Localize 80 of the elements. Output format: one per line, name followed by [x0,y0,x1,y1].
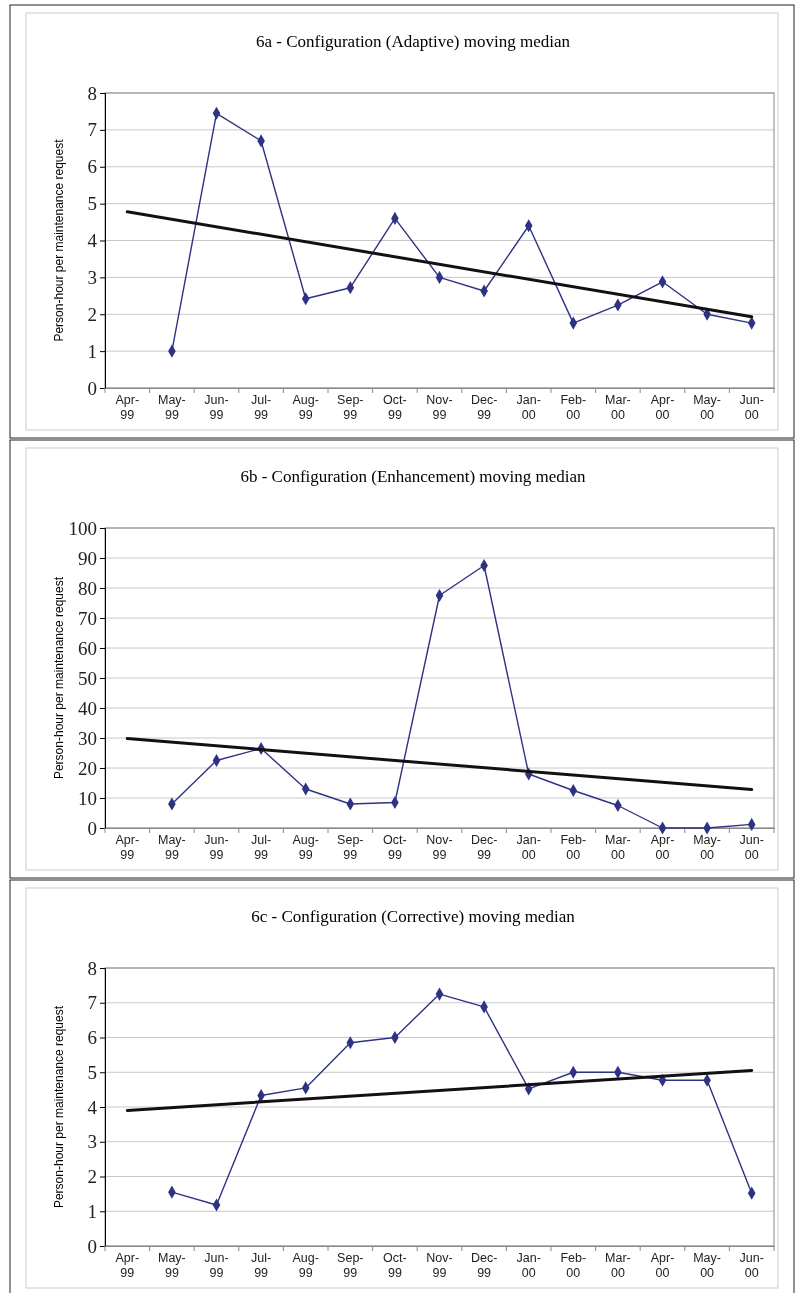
x-tick-label: Mar-00 [605,1251,631,1280]
y-tick-label: 40 [78,697,97,719]
y-tick-label: 7 [87,119,97,141]
x-tick-label: Oct-99 [383,833,407,862]
y-tick-label: 5 [87,193,97,215]
x-tick-label: Jun-99 [204,393,229,422]
y-tick-label: 1 [87,340,97,362]
y-tick-label: 30 [78,727,97,749]
x-tick-label: Feb-00 [560,1251,587,1280]
y-tick-label: 70 [78,607,97,629]
y-tick-label: 6 [87,156,97,178]
x-tick-label: Apr-00 [650,833,675,862]
x-tick-label: Dec-99 [470,393,498,422]
y-tick-label: 1 [87,1200,97,1222]
x-tick-label: Jan-00 [516,393,541,422]
x-tick-label: Sep-99 [337,393,364,422]
x-tick-label: Dec-99 [470,1251,498,1280]
x-tick-label: Jun-00 [739,833,764,862]
y-tick-label: 6 [87,1027,97,1049]
y-tick-label: 0 [87,377,97,399]
y-tick-label: 80 [78,577,97,599]
x-tick-label: Jun-99 [204,833,229,862]
x-tick-label: Jul-99 [251,393,272,422]
x-tick-label: May-00 [693,833,721,862]
y-axis-title: Person-hour per maintenance request [52,576,66,780]
x-tick-label: Nov-99 [426,833,453,862]
x-tick-label: Aug-99 [292,393,319,422]
y-tick-label: 3 [87,266,97,288]
x-tick-label: Nov-99 [426,393,453,422]
y-axis-title: Person-hour per maintenance request [52,1005,66,1209]
x-tick-label: Jul-99 [251,833,272,862]
x-tick-label: Oct-99 [383,1251,407,1280]
x-tick-label: Jan-00 [516,1251,541,1280]
x-tick-label: Feb-00 [560,833,587,862]
x-tick-label: Aug-99 [292,1251,319,1280]
x-tick-label: Apr-00 [650,393,675,422]
x-tick-label: Jul-99 [251,1251,272,1280]
y-axis-title: Person-hour per maintenance request [52,138,66,342]
y-tick-label: 4 [87,1096,98,1118]
x-tick-label: May-99 [158,1251,186,1280]
y-tick-label: 2 [87,303,97,325]
y-tick-label: 0 [87,1235,97,1257]
x-tick-label: May-99 [158,833,186,862]
x-tick-label: Nov-99 [426,1251,453,1280]
x-tick-label: Mar-00 [605,833,631,862]
x-tick-label: Mar-00 [605,393,631,422]
x-tick-label: Oct-99 [383,393,407,422]
y-tick-label: 4 [87,230,98,252]
y-tick-label: 3 [87,1131,97,1153]
y-tick-label: 8 [87,957,97,979]
chart-title: 6c - Configuration (Corrective) moving median [251,907,576,926]
y-tick-label: 5 [87,1061,97,1083]
y-tick-label: 50 [78,667,97,689]
x-tick-label: May-99 [158,393,186,422]
y-tick-label: 20 [78,757,97,779]
y-tick-label: 60 [78,637,97,659]
x-tick-label: May-00 [693,1251,721,1280]
x-tick-label: Sep-99 [337,833,364,862]
y-tick-label: 7 [87,992,97,1014]
x-tick-label: Sep-99 [337,1251,364,1280]
x-tick-label: Dec-99 [470,833,498,862]
x-tick-label: Apr-99 [115,833,140,862]
y-tick-label: 100 [68,517,97,539]
x-tick-label: Jan-00 [516,833,541,862]
x-tick-label: Jun-00 [739,393,764,422]
x-tick-label: Apr-00 [650,1251,675,1280]
chart-title: 6b - Configuration (Enhancement) moving median [240,467,587,486]
x-tick-label: Apr-99 [115,393,140,422]
x-tick-label: May-00 [693,393,721,422]
y-tick-label: 2 [87,1166,97,1188]
y-tick-label: 0 [87,817,97,839]
x-tick-label: Jun-00 [739,1251,764,1280]
chart-title: 6a - Configuration (Adaptive) moving median [256,32,571,51]
y-tick-label: 8 [87,82,97,104]
y-tick-label: 90 [78,547,97,569]
y-tick-label: 10 [78,787,97,809]
x-tick-label: Aug-99 [292,833,319,862]
x-tick-label: Jun-99 [204,1251,229,1280]
x-tick-label: Feb-00 [560,393,587,422]
x-tick-label: Apr-99 [115,1251,140,1280]
